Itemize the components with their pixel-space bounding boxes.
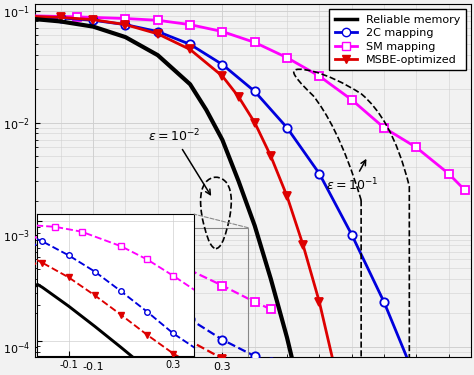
Text: $\varepsilon = 10^{-2}$: $\varepsilon = 10^{-2}$: [148, 128, 210, 195]
SM mapping: [74, 15, 80, 19]
MSBE-optimized: [317, 300, 322, 304]
MSBE-optimized: [252, 120, 257, 125]
SM mapping: [446, 171, 451, 176]
Reliable memory: [252, 224, 257, 228]
Reliable memory: [58, 19, 64, 24]
MSBE-optimized: [301, 243, 306, 248]
2C mapping: [219, 62, 225, 67]
MSBE-optimized: [236, 94, 241, 99]
Line: Reliable memory: Reliable memory: [28, 18, 319, 375]
SM mapping: [349, 98, 355, 102]
SM mapping: [252, 40, 257, 45]
SM mapping: [155, 18, 161, 22]
SM mapping: [26, 13, 31, 18]
Line: SM mapping: SM mapping: [24, 12, 469, 194]
SM mapping: [317, 74, 322, 78]
Reliable memory: [284, 335, 290, 340]
2C mapping: [123, 22, 128, 27]
Reliable memory: [155, 53, 161, 57]
SM mapping: [123, 16, 128, 21]
2C mapping: [155, 29, 161, 34]
Reliable memory: [26, 16, 31, 21]
Line: MSBE-optimized: MSBE-optimized: [24, 12, 356, 375]
MSBE-optimized: [268, 154, 273, 159]
SM mapping: [462, 188, 468, 192]
MSBE-optimized: [123, 22, 128, 27]
Reliable memory: [219, 138, 225, 142]
MSBE-optimized: [187, 47, 193, 52]
SM mapping: [381, 126, 387, 130]
MSBE-optimized: [284, 194, 290, 198]
Reliable memory: [236, 179, 241, 183]
SM mapping: [187, 22, 193, 27]
MSBE-optimized: [155, 32, 161, 36]
2C mapping: [58, 16, 64, 20]
MSBE-optimized: [333, 369, 338, 374]
SM mapping: [219, 29, 225, 34]
MSBE-optimized: [219, 74, 225, 78]
MSBE-optimized: [90, 17, 96, 22]
MSBE-optimized: [58, 15, 64, 20]
SM mapping: [284, 56, 290, 60]
Legend: Reliable memory, 2C mapping, SM mapping, MSBE-optimized: Reliable memory, 2C mapping, SM mapping,…: [329, 9, 465, 70]
Reliable memory: [123, 35, 128, 39]
2C mapping: [187, 42, 193, 46]
2C mapping: [26, 15, 31, 19]
MSBE-optimized: [26, 14, 31, 18]
Text: $\varepsilon = 10^{-1}$: $\varepsilon = 10^{-1}$: [326, 160, 378, 193]
Reliable memory: [90, 24, 96, 29]
Line: 2C mapping: 2C mapping: [24, 13, 469, 375]
2C mapping: [90, 18, 96, 22]
2C mapping: [284, 126, 290, 130]
2C mapping: [349, 232, 355, 237]
2C mapping: [381, 300, 387, 304]
2C mapping: [317, 171, 322, 176]
2C mapping: [252, 89, 257, 94]
Reliable memory: [203, 108, 209, 112]
Reliable memory: [187, 82, 193, 87]
Reliable memory: [268, 277, 273, 281]
SM mapping: [413, 145, 419, 150]
Bar: [55, 228, 248, 360]
